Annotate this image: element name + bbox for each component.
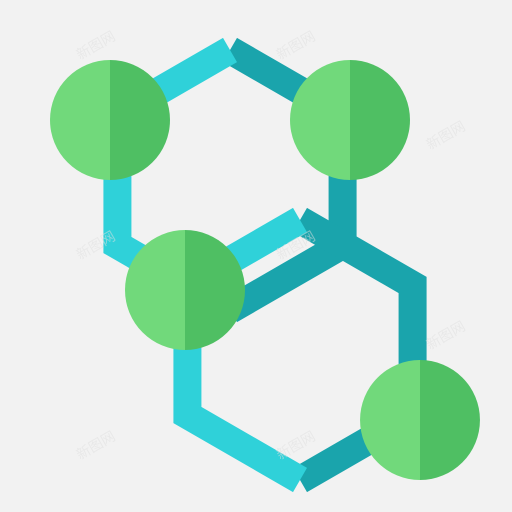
node-c1 [50, 60, 170, 180]
node-c3 [125, 230, 245, 350]
molecule-icon: 新图网新图网新图网新图网新图网新图网新图网新图网 [0, 0, 512, 512]
node-c4 [360, 360, 480, 480]
node-c2 [290, 60, 410, 180]
